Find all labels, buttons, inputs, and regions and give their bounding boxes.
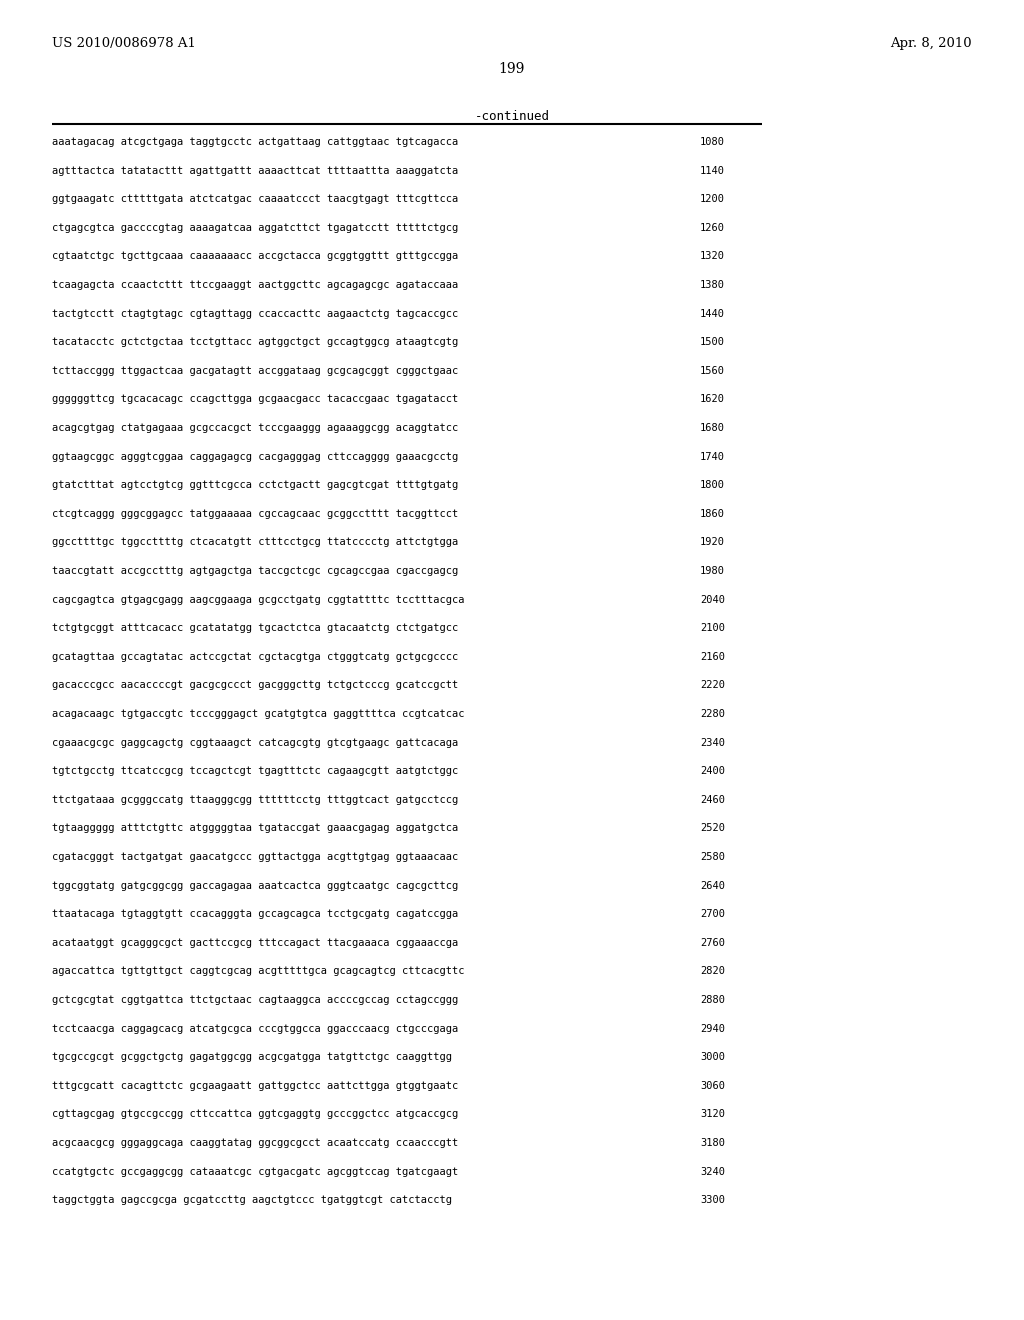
Text: 1320: 1320	[700, 251, 725, 261]
Text: 1560: 1560	[700, 366, 725, 376]
Text: 2160: 2160	[700, 652, 725, 661]
Text: 2400: 2400	[700, 766, 725, 776]
Text: tacatacctc gctctgctaa tcctgttacc agtggctgct gccagtggcg ataagtcgtg: tacatacctc gctctgctaa tcctgttacc agtggct…	[52, 337, 459, 347]
Text: tcttaccggg ttggactcaa gacgatagtt accggataag gcgcagcggt cgggctgaac: tcttaccggg ttggactcaa gacgatagtt accggat…	[52, 366, 459, 376]
Text: 2760: 2760	[700, 937, 725, 948]
Text: agaccattca tgttgttgct caggtcgcag acgtttttgca gcagcagtcg cttcacgttc: agaccattca tgttgttgct caggtcgcag acgtttt…	[52, 966, 465, 977]
Text: cgatacgggt tactgatgat gaacatgccc ggttactgga acgttgtgag ggtaaacaac: cgatacgggt tactgatgat gaacatgccc ggttact…	[52, 851, 459, 862]
Text: ccatgtgctc gccgaggcgg cataaatcgc cgtgacgatc agcggtccag tgatcgaagt: ccatgtgctc gccgaggcgg cataaatcgc cgtgacg…	[52, 1167, 459, 1176]
Text: cgtaatctgc tgcttgcaaa caaaaaaacc accgctacca gcggtggttt gtttgccgga: cgtaatctgc tgcttgcaaa caaaaaaacc accgcta…	[52, 251, 459, 261]
Text: 2460: 2460	[700, 795, 725, 805]
Text: 3060: 3060	[700, 1081, 725, 1090]
Text: 3300: 3300	[700, 1195, 725, 1205]
Text: 1680: 1680	[700, 422, 725, 433]
Text: cgttagcgag gtgccgccgg cttccattca ggtcgaggtg gcccggctcc atgcaccgcg: cgttagcgag gtgccgccgg cttccattca ggtcgag…	[52, 1109, 459, 1119]
Text: ggggggttcg tgcacacagc ccagcttgga gcgaacgacc tacaccgaac tgagatacct: ggggggttcg tgcacacagc ccagcttgga gcgaacg…	[52, 395, 459, 404]
Text: agtttactca tatatacttt agattgattt aaaacttcat ttttaattta aaaggatcta: agtttactca tatatacttt agattgattt aaaactt…	[52, 165, 459, 176]
Text: cgaaacgcgc gaggcagctg cggtaaagct catcagcgtg gtcgtgaagc gattcacaga: cgaaacgcgc gaggcagctg cggtaaagct catcagc…	[52, 738, 459, 747]
Text: tcaagagcta ccaactcttt ttccgaaggt aactggcttc agcagagcgc agataccaaa: tcaagagcta ccaactcttt ttccgaaggt aactggc…	[52, 280, 459, 290]
Text: -continued: -continued	[474, 110, 550, 123]
Text: 1740: 1740	[700, 451, 725, 462]
Text: aaatagacag atcgctgaga taggtgcctc actgattaag cattggtaac tgtcagacca: aaatagacag atcgctgaga taggtgcctc actgatt…	[52, 137, 459, 147]
Text: 1140: 1140	[700, 165, 725, 176]
Text: ctgagcgtca gaccccgtag aaaagatcaa aggatcttct tgagatcctt tttttctgcg: ctgagcgtca gaccccgtag aaaagatcaa aggatct…	[52, 223, 459, 232]
Text: 1260: 1260	[700, 223, 725, 232]
Text: 3120: 3120	[700, 1109, 725, 1119]
Text: gtatctttat agtcctgtcg ggtttcgcca cctctgactt gagcgtcgat ttttgtgatg: gtatctttat agtcctgtcg ggtttcgcca cctctga…	[52, 480, 459, 490]
Text: tgtctgcctg ttcatccgcg tccagctcgt tgagtttctc cagaagcgtt aatgtctggc: tgtctgcctg ttcatccgcg tccagctcgt tgagttt…	[52, 766, 459, 776]
Text: 2520: 2520	[700, 824, 725, 833]
Text: tcctcaacga caggagcacg atcatgcgca cccgtggcca ggacccaacg ctgcccgaga: tcctcaacga caggagcacg atcatgcgca cccgtgg…	[52, 1023, 459, 1034]
Text: tctgtgcggt atttcacacc gcatatatgg tgcactctca gtacaatctg ctctgatgcc: tctgtgcggt atttcacacc gcatatatgg tgcactc…	[52, 623, 459, 634]
Text: 3000: 3000	[700, 1052, 725, 1063]
Text: gctcgcgtat cggtgattca ttctgctaac cagtaaggca accccgccag cctagccggg: gctcgcgtat cggtgattca ttctgctaac cagtaag…	[52, 995, 459, 1005]
Text: ggccttttgc tggccttttg ctcacatgtt ctttcctgcg ttatcccctg attctgtgga: ggccttttgc tggccttttg ctcacatgtt ctttcct…	[52, 537, 459, 548]
Text: Apr. 8, 2010: Apr. 8, 2010	[891, 37, 972, 50]
Text: 1380: 1380	[700, 280, 725, 290]
Text: 2820: 2820	[700, 966, 725, 977]
Text: 2280: 2280	[700, 709, 725, 719]
Text: acagacaagc tgtgaccgtc tcccgggagct gcatgtgtca gaggttttca ccgtcatcac: acagacaagc tgtgaccgtc tcccgggagct gcatgt…	[52, 709, 465, 719]
Text: 2640: 2640	[700, 880, 725, 891]
Text: 1440: 1440	[700, 309, 725, 318]
Text: tgtaaggggg atttctgttc atgggggtaa tgataccgat gaaacgagag aggatgctca: tgtaaggggg atttctgttc atgggggtaa tgatacc…	[52, 824, 459, 833]
Text: 2220: 2220	[700, 680, 725, 690]
Text: taaccgtatt accgcctttg agtgagctga taccgctcgc cgcagccgaa cgaccgagcg: taaccgtatt accgcctttg agtgagctga taccgct…	[52, 566, 459, 576]
Text: 1200: 1200	[700, 194, 725, 205]
Text: ttctgataaa gcgggccatg ttaagggcgg ttttttcctg tttggtcact gatgcctccg: ttctgataaa gcgggccatg ttaagggcgg ttttttc…	[52, 795, 459, 805]
Text: 199: 199	[499, 62, 525, 77]
Text: 1800: 1800	[700, 480, 725, 490]
Text: 1500: 1500	[700, 337, 725, 347]
Text: 1620: 1620	[700, 395, 725, 404]
Text: 3240: 3240	[700, 1167, 725, 1176]
Text: 1080: 1080	[700, 137, 725, 147]
Text: ggtaagcggc agggtcggaa caggagagcg cacgagggag cttccagggg gaaacgcctg: ggtaagcggc agggtcggaa caggagagcg cacgagg…	[52, 451, 459, 462]
Text: taggctggta gagccgcga gcgatccttg aagctgtccc tgatggtcgt catctacctg: taggctggta gagccgcga gcgatccttg aagctgtc…	[52, 1195, 452, 1205]
Text: gacacccgcc aacaccccgt gacgcgccct gacgggcttg tctgctcccg gcatccgctt: gacacccgcc aacaccccgt gacgcgccct gacgggc…	[52, 680, 459, 690]
Text: cagcgagtca gtgagcgagg aagcggaaga gcgcctgatg cggtattttc tcctttacgca: cagcgagtca gtgagcgagg aagcggaaga gcgcctg…	[52, 594, 465, 605]
Text: tgcgccgcgt gcggctgctg gagatggcgg acgcgatgga tatgttctgc caaggttgg: tgcgccgcgt gcggctgctg gagatggcgg acgcgat…	[52, 1052, 452, 1063]
Text: ttaatacaga tgtaggtgtt ccacagggta gccagcagca tcctgcgatg cagatccgga: ttaatacaga tgtaggtgtt ccacagggta gccagca…	[52, 909, 459, 919]
Text: 2340: 2340	[700, 738, 725, 747]
Text: 2880: 2880	[700, 995, 725, 1005]
Text: 2100: 2100	[700, 623, 725, 634]
Text: 1980: 1980	[700, 566, 725, 576]
Text: 1860: 1860	[700, 508, 725, 519]
Text: 3180: 3180	[700, 1138, 725, 1148]
Text: tggcggtatg gatgcggcgg gaccagagaa aaatcactca gggtcaatgc cagcgcttcg: tggcggtatg gatgcggcgg gaccagagaa aaatcac…	[52, 880, 459, 891]
Text: ggtgaagatc ctttttgata atctcatgac caaaatccct taacgtgagt tttcgttcca: ggtgaagatc ctttttgata atctcatgac caaaatc…	[52, 194, 459, 205]
Text: tttgcgcatt cacagttctc gcgaagaatt gattggctcc aattcttgga gtggtgaatc: tttgcgcatt cacagttctc gcgaagaatt gattggc…	[52, 1081, 459, 1090]
Text: 2700: 2700	[700, 909, 725, 919]
Text: 2580: 2580	[700, 851, 725, 862]
Text: gcatagttaa gccagtatac actccgctat cgctacgtga ctgggtcatg gctgcgcccc: gcatagttaa gccagtatac actccgctat cgctacg…	[52, 652, 459, 661]
Text: 2040: 2040	[700, 594, 725, 605]
Text: acgcaacgcg gggaggcaga caaggtatag ggcggcgcct acaatccatg ccaacccgtt: acgcaacgcg gggaggcaga caaggtatag ggcggcg…	[52, 1138, 459, 1148]
Text: acagcgtgag ctatgagaaa gcgccacgct tcccgaaggg agaaaggcgg acaggtatcc: acagcgtgag ctatgagaaa gcgccacgct tcccgaa…	[52, 422, 459, 433]
Text: acataatggt gcagggcgct gacttccgcg tttccagact ttacgaaaca cggaaaccga: acataatggt gcagggcgct gacttccgcg tttccag…	[52, 937, 459, 948]
Text: tactgtcctt ctagtgtagc cgtagttagg ccaccacttc aagaactctg tagcaccgcc: tactgtcctt ctagtgtagc cgtagttagg ccaccac…	[52, 309, 459, 318]
Text: ctcgtcaggg gggcggagcc tatggaaaaa cgccagcaac gcggcctttt tacggttcct: ctcgtcaggg gggcggagcc tatggaaaaa cgccagc…	[52, 508, 459, 519]
Text: US 2010/0086978 A1: US 2010/0086978 A1	[52, 37, 196, 50]
Text: 2940: 2940	[700, 1023, 725, 1034]
Text: 1920: 1920	[700, 537, 725, 548]
